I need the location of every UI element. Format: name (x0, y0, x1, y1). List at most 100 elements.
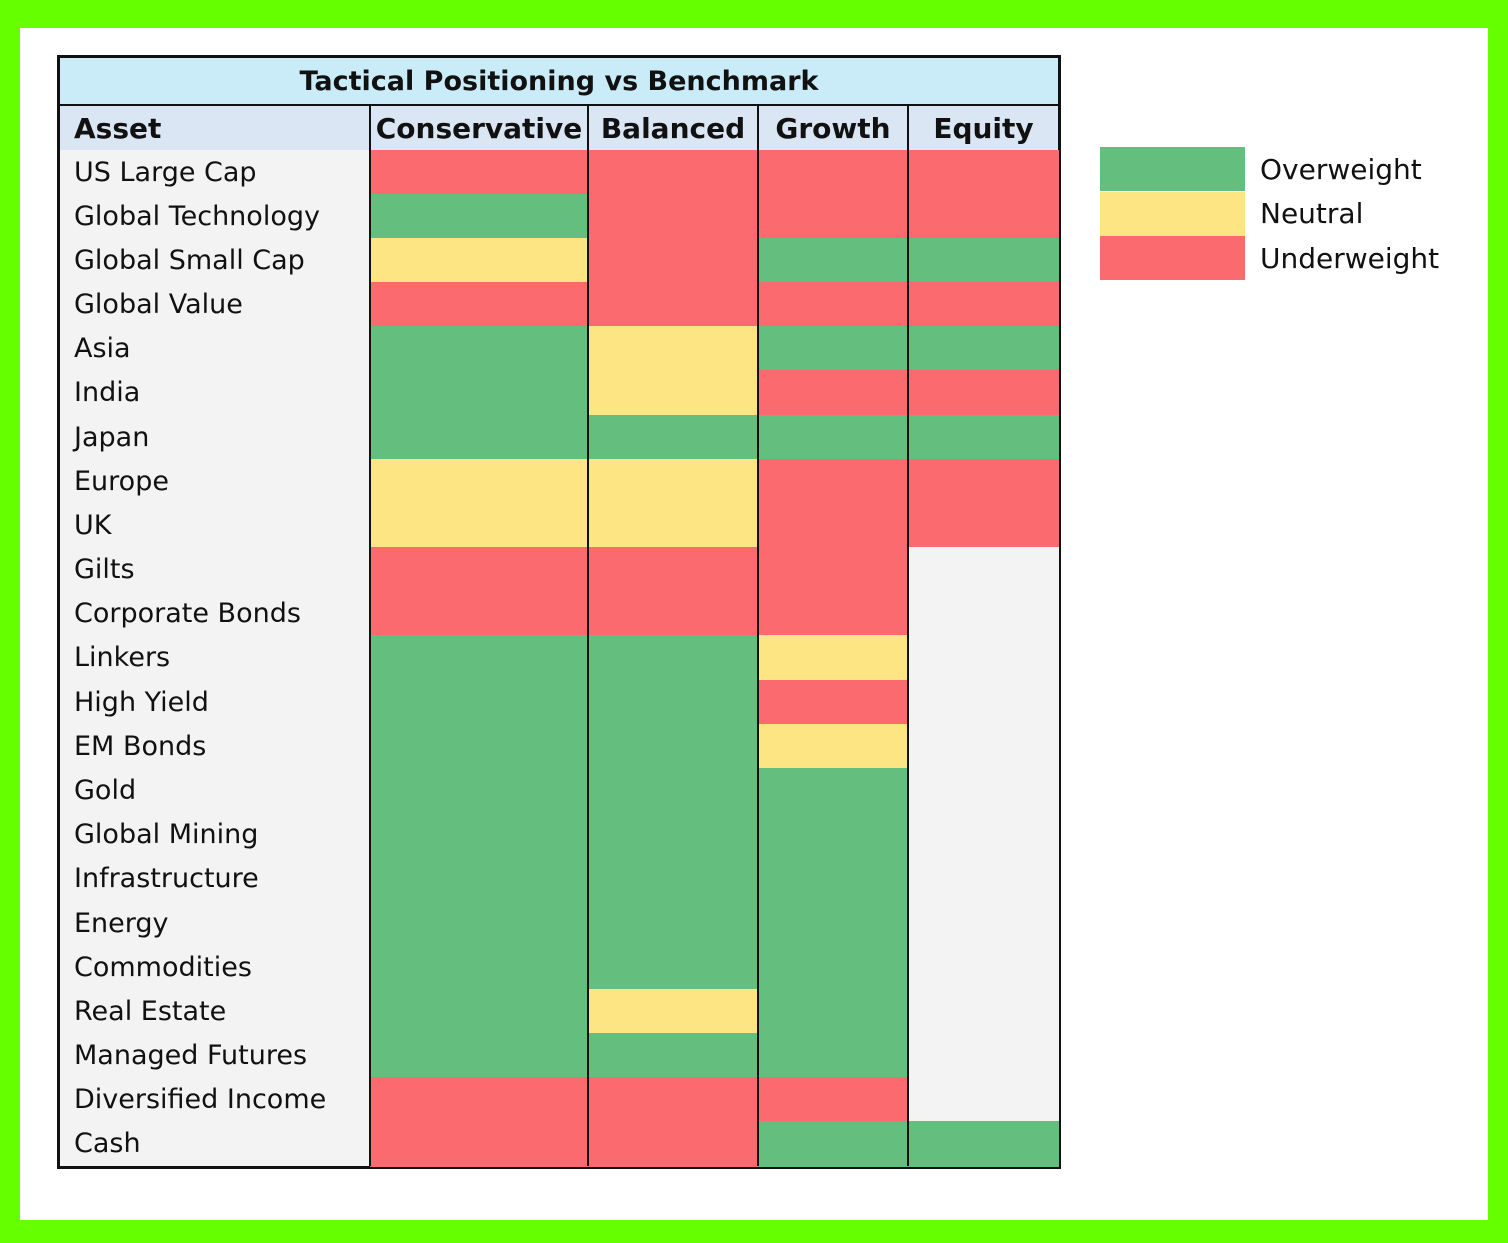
cell-gilts-conservative (370, 547, 588, 593)
legend-label-neutral: Neutral (1260, 197, 1364, 230)
cell-linkers-balanced (588, 635, 758, 681)
cell-uk-equity (908, 503, 1059, 549)
cell-global-technology-equity (908, 194, 1059, 240)
row-label-cash: Cash (74, 1128, 141, 1160)
cell-managed-futures-equity (908, 1033, 1059, 1079)
cell-us-large-cap-balanced (588, 150, 758, 196)
header-conservative: Conservative (371, 106, 587, 150)
cell-high-yield-conservative (370, 680, 588, 726)
cell-linkers-equity (908, 635, 1059, 681)
cell-commodities-growth (758, 945, 908, 991)
cell-linkers-growth (758, 635, 908, 681)
row-label-infrastructure: Infrastructure (74, 863, 259, 895)
row-label-managed-futures: Managed Futures (74, 1040, 308, 1072)
cell-corporate-bonds-conservative (370, 591, 588, 637)
cell-real-estate-balanced (588, 989, 758, 1035)
cell-diversified-income-conservative (370, 1077, 588, 1123)
cell-global-small-cap-conservative (370, 238, 588, 284)
row-label-gilts: Gilts (74, 554, 135, 586)
cell-corporate-bonds-balanced (588, 591, 758, 637)
legend-item-neutral: Neutral (1100, 191, 1460, 236)
cell-gold-conservative (370, 768, 588, 814)
cell-cash-equity (908, 1121, 1059, 1167)
column-divider (369, 106, 371, 1166)
row-label-linkers: Linkers (74, 642, 171, 674)
cell-global-value-growth (758, 282, 908, 328)
cell-diversified-income-balanced (588, 1077, 758, 1123)
cell-japan-conservative (370, 415, 588, 461)
cell-japan-growth (758, 415, 908, 461)
row-label-europe: Europe (74, 465, 169, 497)
cell-india-growth (758, 370, 908, 416)
legend-label-underweight: Underweight (1260, 241, 1440, 275)
header-equity: Equity (909, 106, 1058, 150)
cell-managed-futures-conservative (370, 1033, 588, 1079)
row-label-corporate-bonds: Corporate Bonds (74, 598, 301, 630)
cell-uk-balanced (588, 503, 758, 549)
cell-us-large-cap-growth (758, 150, 908, 196)
cell-cash-balanced (588, 1121, 758, 1167)
cell-gold-balanced (588, 768, 758, 814)
cell-em-bonds-balanced (588, 724, 758, 770)
cell-managed-futures-growth (758, 1033, 908, 1079)
cell-india-equity (908, 370, 1059, 416)
table-title: Tactical Positioning vs Benchmark (60, 58, 1058, 106)
cell-global-technology-balanced (588, 194, 758, 240)
cell-asia-conservative (370, 326, 588, 372)
cell-uk-growth (758, 503, 908, 549)
cell-energy-conservative (370, 900, 588, 946)
legend-label-overweight: Overweight (1260, 152, 1422, 186)
cell-asia-balanced (588, 326, 758, 372)
row-label-india: India (74, 377, 141, 409)
row-label-energy: Energy (74, 907, 169, 939)
cell-global-small-cap-balanced (588, 238, 758, 284)
row-label-global-value: Global Value (74, 289, 243, 321)
cell-linkers-conservative (370, 635, 588, 681)
cell-gilts-equity (908, 547, 1059, 593)
cell-us-large-cap-equity (908, 150, 1059, 196)
row-label-commodities: Commodities (74, 951, 252, 983)
cell-europe-conservative (370, 459, 588, 505)
row-label-global-mining: Global Mining (74, 819, 259, 851)
cell-uk-conservative (370, 503, 588, 549)
cell-europe-equity (908, 459, 1059, 505)
column-divider (757, 106, 759, 1166)
cell-us-large-cap-conservative (370, 150, 588, 196)
legend-swatch-underweight (1100, 236, 1245, 280)
column-divider (587, 106, 589, 1166)
cell-infrastructure-conservative (370, 856, 588, 902)
cell-global-mining-equity (908, 812, 1059, 858)
cell-infrastructure-equity (908, 856, 1059, 902)
legend-item-overweight: Overweight (1100, 147, 1460, 191)
cell-gold-growth (758, 768, 908, 814)
row-label-japan: Japan (74, 421, 150, 453)
asset-label-column (60, 150, 369, 1166)
row-label-global-technology: Global Technology (74, 200, 320, 232)
cell-corporate-bonds-growth (758, 591, 908, 637)
cell-energy-growth (758, 900, 908, 946)
chart-canvas: Tactical Positioning vs Benchmark Asset … (20, 28, 1488, 1220)
cell-global-value-equity (908, 282, 1059, 328)
legend-item-underweight: Underweight (1100, 236, 1460, 280)
cell-high-yield-growth (758, 680, 908, 726)
cell-global-value-conservative (370, 282, 588, 328)
heatmap-cells (60, 58, 1059, 1167)
legend-swatch-overweight (1100, 147, 1245, 191)
header-growth: Growth (759, 106, 907, 150)
cell-infrastructure-balanced (588, 856, 758, 902)
row-label-uk: UK (74, 509, 112, 541)
cell-europe-balanced (588, 459, 758, 505)
cell-global-value-balanced (588, 282, 758, 328)
cell-global-small-cap-growth (758, 238, 908, 284)
legend-swatch-neutral (1100, 191, 1245, 236)
cell-global-technology-growth (758, 194, 908, 240)
row-label-global-small-cap: Global Small Cap (74, 244, 305, 276)
cell-energy-balanced (588, 900, 758, 946)
cell-gilts-balanced (588, 547, 758, 593)
cell-em-bonds-growth (758, 724, 908, 770)
row-label-asia: Asia (74, 333, 131, 365)
cell-cash-growth (758, 1121, 908, 1167)
cell-cash-conservative (370, 1121, 588, 1167)
header-balanced: Balanced (589, 106, 757, 150)
row-label-diversified-income: Diversified Income (74, 1084, 327, 1116)
